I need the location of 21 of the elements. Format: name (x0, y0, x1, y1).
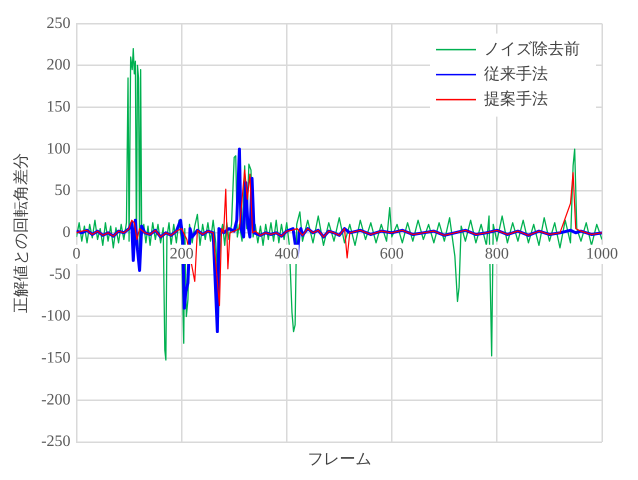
y-tick-label: 200 (46, 56, 71, 74)
y-axis-title: 正解値との回転角差分 (12, 152, 30, 313)
y-tick-label: 0 (62, 224, 71, 242)
y-tick-label: -150 (41, 350, 71, 367)
x-tick-label: 200 (170, 246, 194, 263)
y-tick-label: 50 (54, 182, 71, 200)
legend-label: 従来手法 (484, 64, 548, 83)
x-tick-label: 1000 (586, 246, 618, 263)
y-tick-label: -100 (41, 308, 71, 325)
y-tick-label: 250 (46, 14, 71, 32)
x-tick-label: 800 (484, 246, 509, 263)
legend-label: ノイズ除去前 (484, 40, 580, 58)
y-tick-label: 150 (46, 98, 71, 116)
x-tick-label: 600 (380, 246, 404, 263)
y-tick-label: 100 (46, 140, 71, 158)
y-tick-label: -50 (49, 266, 71, 283)
x-axis-title: フレーム (307, 451, 372, 468)
y-tick-label: -250 (41, 433, 71, 450)
x-tick-label: 400 (274, 246, 299, 263)
y-tick-label: -200 (41, 391, 71, 408)
legend-label: 提案手法 (484, 90, 548, 108)
